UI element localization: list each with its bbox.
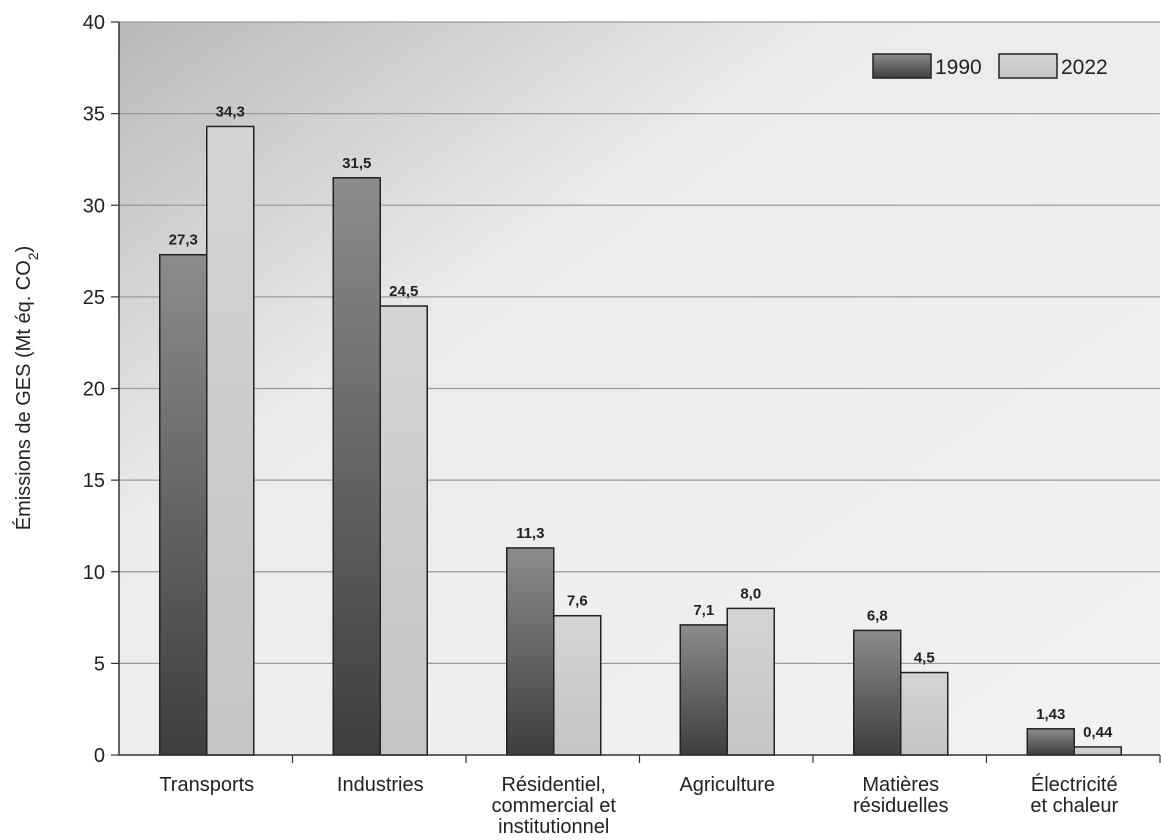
y-tick-label: 30: [83, 195, 105, 217]
bar-2022: [726, 607, 775, 756]
legend: 1990 2022: [872, 53, 1108, 79]
y-tick-label: 0: [94, 745, 105, 767]
x-category-label: institutionnel: [498, 816, 609, 838]
data-label: 7,6: [567, 593, 588, 610]
y-tick-label: 5: [94, 653, 105, 675]
data-label: 6,8: [867, 607, 888, 624]
bar-1990: [853, 629, 902, 756]
y-tick-label: 15: [83, 470, 105, 492]
axes-group: 0 5 10 15 20 25 30 35 40 Transports Industries Rési…: [83, 12, 1161, 838]
y-tick-label: 35: [83, 104, 105, 126]
data-label: 34,3: [216, 103, 245, 120]
legend-swatch-2022: [998, 53, 1058, 79]
y-tick-label: 40: [83, 12, 105, 34]
data-label: 1,43: [1036, 706, 1065, 723]
bar-2022: [206, 125, 255, 756]
data-label: 4,5: [914, 650, 935, 667]
data-label: 31,5: [342, 155, 371, 172]
data-label: 8,0: [740, 585, 761, 602]
bar-2022: [379, 305, 428, 756]
bar-1990: [159, 253, 208, 756]
data-label: 24,5: [389, 283, 418, 300]
x-category-label: résiduelles: [853, 795, 949, 817]
x-category-label: Industries: [337, 774, 424, 796]
y-tick-label: 25: [83, 287, 105, 309]
bar-1990: [1026, 728, 1075, 756]
legend-label-2022: 2022: [1061, 56, 1108, 79]
bar-2022: [553, 614, 602, 756]
x-category-label: et chaleur: [1030, 795, 1118, 817]
y-axis-title-subscript: 2: [25, 252, 41, 260]
data-label: 27,3: [169, 232, 198, 249]
x-category-label: Agriculture: [679, 774, 775, 796]
y-axis-title-end: ): [13, 246, 35, 253]
y-axis-title-main: Émissions de GES (Mt éq. CO: [12, 260, 35, 530]
y-axis-title: Émissions de GES (Mt éq. CO2): [12, 246, 41, 531]
x-category-label: commercial et: [492, 795, 617, 817]
bar-1990: [332, 177, 381, 756]
legend-label-1990: 1990: [935, 56, 982, 79]
data-label: 7,1: [693, 602, 714, 619]
x-category-label: Matières: [862, 774, 939, 796]
bar-1990: [506, 547, 555, 756]
x-category-label: Transports: [159, 774, 254, 796]
x-category-label: Électricité: [1031, 773, 1118, 796]
bars-group: [159, 125, 1122, 756]
gridlines: [119, 21, 1160, 664]
x-category-label: Résidentiel,: [501, 774, 606, 796]
legend-swatch-1990: [872, 53, 932, 79]
bar-2022: [1073, 746, 1122, 756]
y-tick-label: 20: [83, 379, 105, 401]
bar-1990: [679, 624, 728, 756]
data-label: 11,3: [516, 525, 544, 542]
data-labels-group: 27,3 34,3 31,5 24,5 11,3 7,6 7,1 8,0 6,8 4,5 1,43 0…: [169, 103, 1113, 740]
bar-2022: [900, 671, 949, 756]
y-tick-label: 10: [83, 562, 105, 584]
data-label: 0,44: [1083, 724, 1113, 741]
